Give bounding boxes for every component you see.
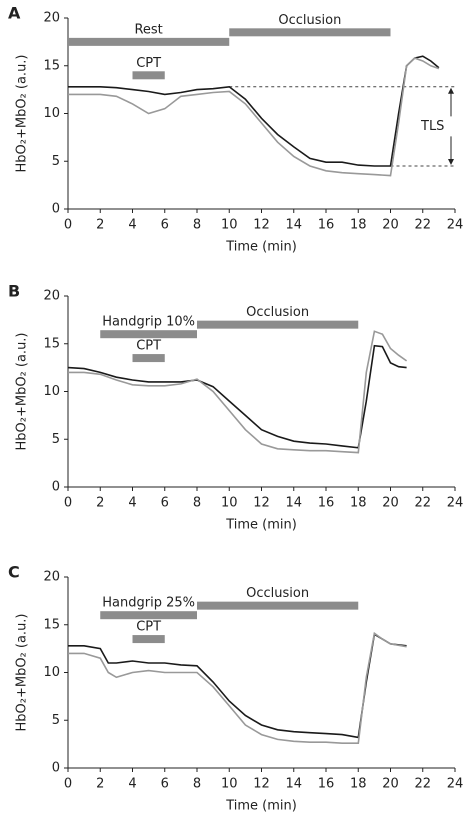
y-tick-label: 15 (43, 617, 60, 632)
y-tick-label: 5 (52, 713, 60, 728)
y-tick-label: 5 (52, 154, 60, 169)
panel-letter: B (8, 282, 20, 301)
x-tick-label: 18 (350, 496, 367, 511)
x-tick-label: 16 (318, 496, 335, 511)
period-label: Handgrip 10% (102, 315, 195, 330)
x-tick-label: 24 (447, 218, 464, 233)
x-tick-label: 14 (285, 777, 302, 792)
y-tick-label: 10 (43, 384, 60, 399)
x-tick-label: 16 (318, 218, 335, 233)
period-label: Occlusion (278, 13, 341, 28)
x-tick-label: 2 (96, 496, 104, 511)
period-label: CPT (136, 620, 161, 635)
period-label: CPT (136, 339, 161, 354)
period-bar (100, 330, 197, 339)
x-tick-label: 22 (414, 218, 431, 233)
y-axis-label: HbO₂+MbO₂ (a.u.) (15, 613, 30, 731)
data-line (68, 633, 407, 739)
x-tick-label: 12 (253, 496, 270, 511)
x-tick-label: 6 (161, 777, 169, 792)
y-tick-label: 20 (43, 289, 60, 304)
y-tick-label: 10 (43, 665, 60, 680)
y-tick-label: 5 (52, 432, 60, 447)
y-tick-label: 15 (43, 336, 60, 351)
x-tick-label: 24 (447, 496, 464, 511)
period-bar (132, 635, 165, 644)
y-axis-label: HbO₂+MbO₂ (a.u.) (15, 332, 30, 450)
data-line (68, 55, 440, 167)
period-bar (229, 28, 391, 37)
arrow-head (448, 87, 454, 94)
arrow-head (448, 159, 454, 166)
x-tick-label: 4 (128, 496, 136, 511)
x-tick-label: 0 (64, 496, 72, 511)
x-tick-label: 14 (285, 218, 302, 233)
period-label: Rest (134, 22, 162, 37)
x-tick-label: 6 (161, 496, 169, 511)
x-tick-label: 22 (414, 777, 431, 792)
data-line (68, 57, 440, 177)
x-tick-label: 8 (193, 218, 201, 233)
y-tick-label: 20 (43, 570, 60, 585)
x-tick-label: 20 (382, 496, 399, 511)
data-line (67, 344, 407, 449)
x-tick-label: 14 (285, 496, 302, 511)
x-axis-label: Time (min) (225, 518, 297, 533)
x-tick-label: 24 (447, 777, 464, 792)
x-tick-label: 8 (193, 777, 201, 792)
data-line (68, 330, 408, 454)
panel-letter: A (8, 4, 21, 23)
x-tick-label: 2 (96, 777, 104, 792)
period-bar (100, 611, 197, 620)
x-tick-label: 22 (414, 496, 431, 511)
x-tick-label: 18 (350, 777, 367, 792)
x-tick-label: 2 (96, 218, 104, 233)
x-tick-label: 6 (161, 218, 169, 233)
span-label: TLS (420, 119, 444, 134)
x-tick-label: 20 (382, 218, 399, 233)
panel-letter: C (8, 563, 20, 582)
x-tick-label: 12 (253, 218, 270, 233)
period-bar (132, 354, 165, 363)
y-tick-label: 0 (52, 761, 60, 776)
x-tick-label: 10 (221, 496, 238, 511)
y-tick-label: 15 (43, 58, 60, 73)
x-axis-label: Time (min) (225, 240, 297, 255)
x-tick-label: 0 (64, 218, 72, 233)
x-tick-label: 8 (193, 496, 201, 511)
period-bar (68, 37, 230, 46)
period-label: Handgrip 25% (102, 596, 195, 611)
y-tick-label: 0 (52, 202, 60, 217)
x-tick-label: 0 (64, 777, 72, 792)
period-bar (132, 71, 165, 80)
y-tick-label: 0 (52, 480, 60, 495)
x-axis-label: Time (min) (225, 799, 297, 814)
y-axis-label: HbO₂+MbO₂ (a.u.) (15, 54, 30, 172)
x-tick-label: 16 (318, 777, 335, 792)
x-tick-label: 10 (221, 218, 238, 233)
period-bar (197, 601, 359, 610)
period-label: Occlusion (246, 305, 309, 320)
x-tick-label: 20 (382, 777, 399, 792)
period-label: CPT (136, 56, 161, 71)
period-bar (197, 320, 359, 329)
x-tick-label: 12 (253, 777, 270, 792)
x-tick-label: 4 (128, 777, 136, 792)
x-tick-label: 10 (221, 777, 238, 792)
period-label: Occlusion (246, 586, 309, 601)
x-tick-label: 18 (350, 218, 367, 233)
x-tick-label: 4 (128, 218, 136, 233)
data-line (68, 631, 407, 744)
y-tick-label: 10 (43, 106, 60, 121)
y-tick-label: 20 (43, 11, 60, 26)
